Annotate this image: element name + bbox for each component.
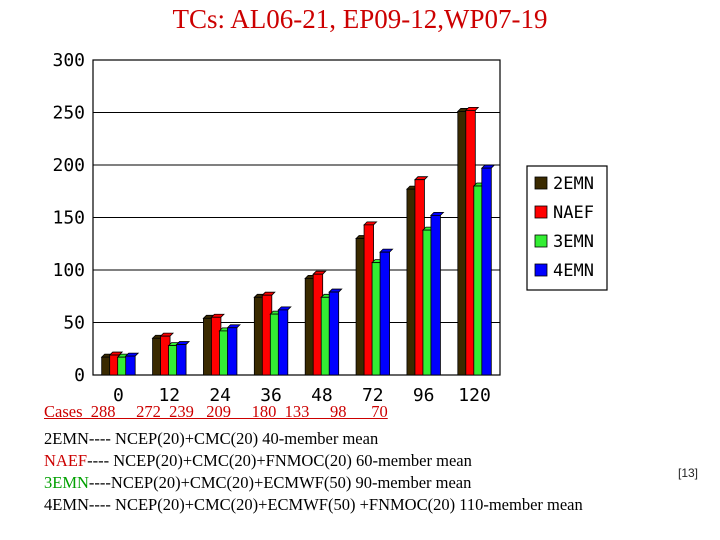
note-desc: ----NCEP(20)+CMC(20)+ECMWF(50) 90-member…	[88, 473, 472, 492]
note-line: NAEF---- NCEP(20)+CMC(20)+FNMOC(20) 60-m…	[44, 450, 583, 472]
bar	[379, 251, 390, 376]
x-tick-label: 120	[458, 385, 491, 406]
legend-swatch	[534, 263, 548, 277]
y-tick-label: 250	[52, 103, 85, 124]
note-line: 3EMN----NCEP(20)+CMC(20)+ECMWF(50) 90-me…	[44, 472, 583, 494]
cases-row: Cases 288 272 239 209 180 133 98 70	[44, 402, 388, 421]
x-tick-label: 96	[413, 385, 435, 406]
y-tick-label: 0	[74, 365, 85, 386]
y-tick-label: 150	[52, 208, 85, 229]
x-tick-label: 36	[260, 385, 282, 406]
legend-swatch	[534, 234, 548, 248]
notes: 2EMN---- NCEP(20)+CMC(20) 40-member mean…	[44, 428, 583, 516]
legend-swatch	[534, 205, 548, 219]
note-desc: ---- NCEP(20)+CMC(20)+ECMWF(50) +FNMOC(2…	[88, 495, 583, 514]
bar	[125, 355, 136, 376]
x-tick-label: 24	[209, 385, 231, 406]
y-tick-label: 300	[52, 50, 85, 71]
legend-label: 4EMN	[553, 261, 594, 281]
x-tick-label: 72	[362, 385, 384, 406]
note-key: 3EMN	[44, 473, 89, 492]
y-tick-label: 50	[63, 313, 85, 334]
legend-label: NAEF	[553, 203, 594, 223]
reference-number: [13]	[678, 466, 699, 480]
bar	[430, 214, 441, 376]
note-key: NAEF	[44, 451, 88, 470]
note-key: 4EMN	[44, 495, 89, 514]
bar	[176, 344, 187, 376]
chart-title: TCs: AL06-21, EP09-12,WP07-19	[172, 4, 548, 34]
note-desc: ---- NCEP(20)+CMC(20) 40-member mean	[88, 429, 379, 448]
legend-label: 2EMN	[553, 174, 594, 194]
bar	[277, 309, 289, 376]
x-tick-label: 12	[158, 385, 180, 406]
y-tick-label: 200	[52, 155, 85, 176]
bar	[481, 167, 492, 376]
x-tick-label: 48	[311, 385, 333, 406]
bar	[227, 327, 238, 376]
x-tick-label: 0	[113, 385, 124, 406]
bar	[328, 291, 340, 376]
legend-swatch	[534, 176, 548, 190]
y-tick-label: 100	[52, 260, 85, 281]
note-line: 4EMN---- NCEP(20)+CMC(20)+ECMWF(50) +FNM…	[44, 494, 583, 516]
note-desc: ---- NCEP(20)+CMC(20)+FNMOC(20) 60-membe…	[87, 451, 472, 470]
legend-label: 3EMN	[553, 232, 594, 252]
note-key: 2EMN	[44, 429, 89, 448]
note-line: 2EMN---- NCEP(20)+CMC(20) 40-member mean	[44, 428, 583, 450]
